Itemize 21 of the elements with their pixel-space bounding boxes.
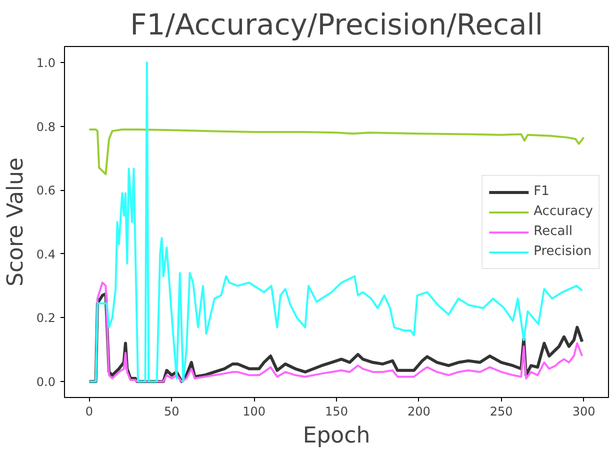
legend-label: F1 [534,183,550,200]
line-series [88,128,585,176]
x-tick-label: 0 [85,404,94,418]
x-axis-title: Epoch [302,424,370,448]
legend-label: Accuracy [534,203,593,220]
y-tick-label: 0.2 [36,311,56,326]
y-tick-label: 0.0 [36,375,56,390]
x-tick-label: 250 [490,404,513,418]
x-tick-label: 300 [572,404,596,418]
y-tick-label: 0.6 [36,184,56,198]
y-tick-label: 0.4 [36,247,56,262]
y-axis-title: Score Value [3,157,28,287]
y-tick-label: 0.8 [36,120,56,134]
legend-label: Recall [534,223,572,240]
x-tick-label: 50 [164,404,180,418]
x-tick-label: 100 [242,404,266,418]
x-tick-label: 200 [407,404,430,418]
y-tick-label: 1.0 [36,56,56,70]
x-tick-label: 150 [325,404,348,418]
legend-label: Precision [534,243,592,260]
chart-title: F1/Accuracy/Precision/Recall [130,8,543,42]
